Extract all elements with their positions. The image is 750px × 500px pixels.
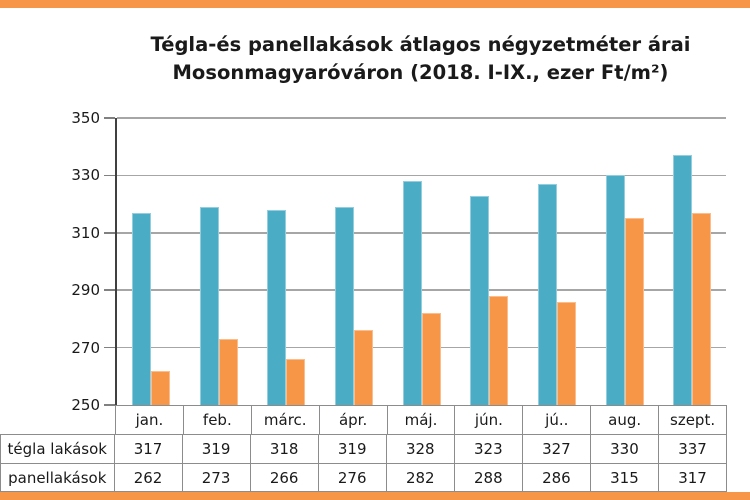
value-cell: 328 <box>387 435 455 463</box>
y-axis-tick <box>104 232 115 234</box>
bar-series1-5 <box>402 181 422 405</box>
bar-series2-2 <box>218 339 238 405</box>
y-axis-label: 350 <box>71 109 100 127</box>
month-label: szept. <box>659 406 728 434</box>
bar-group-7 <box>523 118 591 405</box>
value-cell: 317 <box>115 435 183 463</box>
month-label: jan. <box>116 406 184 434</box>
value-cell: 288 <box>455 464 523 491</box>
bar-group-6 <box>455 118 523 405</box>
chart-title-line2: Mosonmagyaróváron (2018. I-IX., ezer Ft/… <box>172 61 669 84</box>
bar-series2-7 <box>556 301 576 405</box>
y-axis-tick <box>104 289 115 291</box>
data-table: jan. feb. márc. ápr. máj. jún. jú.. aug. szept. t… <box>0 405 728 492</box>
bar-series2-4 <box>353 330 373 405</box>
table-row-series1: tégla lakások 317 319 318 319 328 323 327 330 337 <box>0 434 728 463</box>
month-label: ápr. <box>320 406 388 434</box>
bar-series2-8 <box>624 218 644 405</box>
value-cell: 323 <box>455 435 523 463</box>
value-cell: 315 <box>591 464 659 491</box>
value-cell: 276 <box>319 464 387 491</box>
bar-series1-1 <box>131 212 151 405</box>
bar-series1-6 <box>470 195 490 405</box>
bar-series1-2 <box>199 206 219 405</box>
bar-series2-5 <box>421 313 441 405</box>
bar-series2-9 <box>692 212 712 405</box>
month-label: aug. <box>591 406 660 434</box>
y-axis-tick <box>104 117 115 119</box>
value-cell: 266 <box>251 464 319 491</box>
bar-series2-3 <box>286 359 306 405</box>
bar-group-1 <box>117 118 185 405</box>
value-cell: 286 <box>523 464 591 491</box>
gridline <box>117 117 726 119</box>
y-axis-tick <box>104 404 115 406</box>
bar-group-2 <box>185 118 253 405</box>
bar-series1-9 <box>673 155 693 405</box>
value-cell: 337 <box>659 435 728 463</box>
month-label: márc. <box>252 406 320 434</box>
table-row-series2: panellakások 262 273 266 276 282 288 286 315 317 <box>0 463 728 492</box>
value-cell: 282 <box>387 464 455 491</box>
bar-series2-1 <box>150 370 170 405</box>
value-cell: 319 <box>183 435 251 463</box>
month-label: máj. <box>388 406 456 434</box>
bar-series1-4 <box>334 206 354 405</box>
value-cell: 273 <box>183 464 251 491</box>
bar-group-8 <box>591 118 659 405</box>
y-axis-label: 290 <box>71 281 100 300</box>
y-axis-label: 250 <box>71 396 100 414</box>
value-cell: 330 <box>591 435 659 463</box>
bar-groups <box>117 118 726 405</box>
y-axis-label: 310 <box>71 223 100 242</box>
gridline <box>117 174 726 177</box>
bar-series1-8 <box>605 175 625 405</box>
chart-title: Tégla-és panellakások átlagos négyzetmét… <box>115 31 726 87</box>
chart-title-line1: Tégla-és panellakások átlagos négyzetmét… <box>150 33 691 56</box>
y-axis-label: 330 <box>71 166 100 185</box>
bar-series2-6 <box>489 295 509 405</box>
row-label: tégla lakások <box>1 435 115 463</box>
bar-group-9 <box>658 118 726 405</box>
table-header-row: jan. feb. márc. ápr. máj. jún. jú.. aug. szept. <box>115 405 728 434</box>
y-axis-tick <box>104 346 115 349</box>
plot-area <box>115 117 726 405</box>
value-cell: 319 <box>319 435 387 463</box>
value-cell: 327 <box>523 435 591 463</box>
y-axis-tick <box>104 174 115 177</box>
bar-group-4 <box>320 118 388 405</box>
month-label: jú.. <box>523 406 592 434</box>
top-accent-bar <box>0 0 750 8</box>
value-cell: 317 <box>659 464 728 491</box>
y-axis-label: 270 <box>71 338 100 357</box>
bottom-accent-bar <box>0 492 750 500</box>
row-label: panellakások <box>1 464 115 491</box>
value-cell: 262 <box>115 464 183 491</box>
bar-series1-7 <box>537 184 557 405</box>
month-label: jún. <box>455 406 524 434</box>
bar-group-5 <box>388 118 456 405</box>
value-cell: 318 <box>251 435 319 463</box>
month-label: feb. <box>184 406 252 434</box>
bar-group-3 <box>252 118 320 405</box>
bar-series1-3 <box>267 209 287 405</box>
